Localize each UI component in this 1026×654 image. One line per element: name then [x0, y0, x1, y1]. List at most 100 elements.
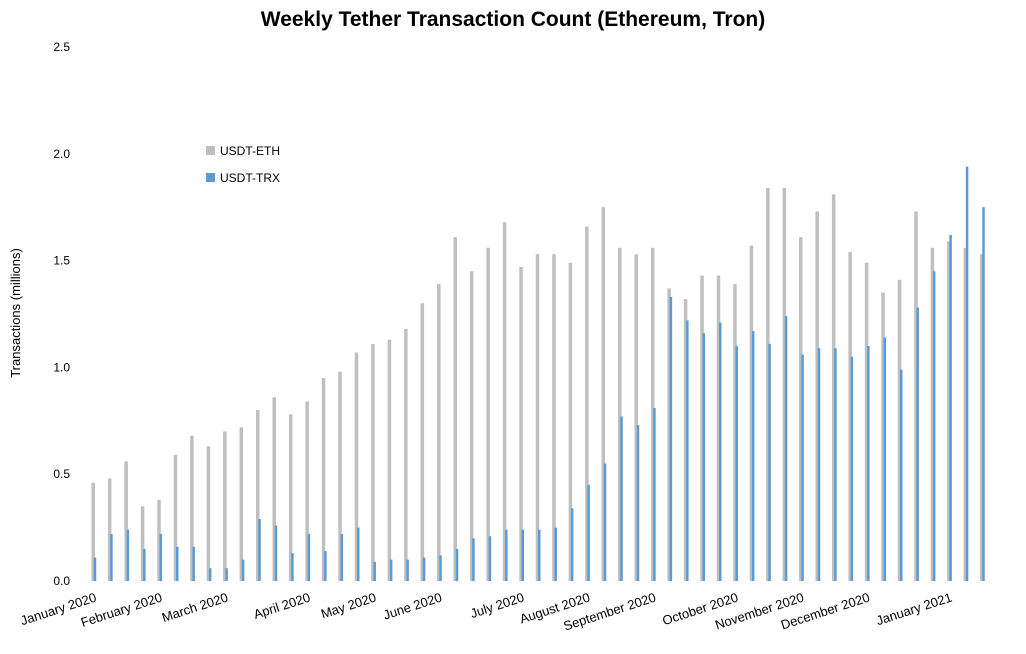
- bar-usdt-eth: [733, 284, 737, 581]
- bar-usdt-trx: [389, 559, 393, 581]
- bar-usdt-eth: [749, 245, 754, 581]
- bar-usdt-eth: [256, 410, 260, 581]
- bar-usdt-trx: [192, 546, 195, 581]
- y-axis: 0.0 0.5 1.0 1.5 2.0 2.5: [53, 40, 70, 588]
- y-tick-label: 2.5: [53, 40, 70, 54]
- y-tick-label: 0.5: [53, 467, 70, 481]
- legend: USDT-ETH USDT-TRX: [206, 144, 280, 185]
- x-tick-label: June 2020: [381, 590, 443, 623]
- bar-usdt-eth: [848, 252, 852, 581]
- bar-usdt-eth: [190, 435, 194, 581]
- bar-usdt-trx: [538, 529, 541, 581]
- bar-usdt-trx: [653, 407, 656, 581]
- bar-usdt-eth: [453, 237, 457, 581]
- bar-usdt-trx: [982, 207, 985, 581]
- bar-usdt-trx: [488, 536, 492, 581]
- bar-usdt-trx: [291, 553, 294, 581]
- bar-usdt-trx: [735, 346, 738, 581]
- bar-usdt-eth: [387, 339, 392, 581]
- bar-usdt-eth: [963, 247, 968, 581]
- bar-usdt-trx: [307, 534, 311, 581]
- bar-usdt-trx: [587, 484, 590, 581]
- bar-usdt-eth: [173, 454, 178, 581]
- legend-label-usdt-eth: USDT-ETH: [220, 144, 280, 158]
- bar-usdt-trx: [126, 529, 130, 581]
- bar-usdt-eth: [766, 187, 770, 582]
- bar-usdt-eth: [568, 262, 573, 581]
- bar-usdt-eth: [223, 431, 227, 581]
- bar-usdt-eth: [140, 506, 145, 581]
- bar-usdt-eth: [831, 194, 836, 581]
- bar-usdt-eth: [288, 414, 293, 581]
- bar-usdt-trx: [768, 343, 771, 581]
- legend-swatch-usdt-eth: [206, 146, 215, 155]
- bar-usdt-eth: [338, 371, 342, 581]
- bar-usdt-eth: [404, 328, 408, 581]
- bar-usdt-trx: [554, 527, 557, 581]
- bar-usdt-trx: [455, 548, 459, 581]
- bar-usdt-trx: [406, 559, 409, 581]
- bar-usdt-trx: [784, 316, 788, 581]
- y-axis-label: Transactions (millions): [8, 248, 23, 378]
- bar-usdt-trx: [258, 519, 261, 581]
- bar-usdt-eth: [634, 254, 638, 581]
- chart-title: Weekly Tether Transaction Count (Ethereu…: [260, 8, 766, 31]
- bar-usdt-eth: [618, 247, 622, 581]
- bar-usdt-eth: [947, 241, 951, 581]
- bar-usdt-eth: [502, 222, 507, 581]
- bar-usdt-eth: [469, 271, 474, 581]
- bar-usdt-eth: [124, 461, 128, 581]
- bar-usdt-trx: [916, 307, 919, 581]
- bar-usdt-trx: [324, 551, 327, 581]
- bar-usdt-trx: [340, 534, 344, 581]
- bar-usdt-eth: [486, 247, 490, 581]
- bar-usdt-trx: [439, 555, 442, 581]
- bar-usdt-eth: [815, 211, 819, 581]
- bar-usdt-eth: [321, 378, 326, 581]
- bar-usdt-eth: [601, 207, 606, 581]
- bar-usdt-trx: [949, 234, 952, 581]
- bar-usdt-trx: [669, 296, 673, 581]
- bar-usdt-trx: [751, 331, 755, 581]
- x-tick-label: May 2020: [319, 590, 378, 622]
- bar-usdt-trx: [505, 529, 508, 581]
- bar-usdt-trx: [834, 348, 837, 581]
- bar-usdt-eth: [585, 226, 589, 582]
- y-tick-label: 0.0: [53, 574, 70, 588]
- bar-usdt-eth: [782, 187, 787, 582]
- bar-usdt-eth: [371, 343, 375, 581]
- bar-usdt-eth: [157, 499, 161, 581]
- bar-usdt-eth: [272, 397, 276, 581]
- bar-usdt-trx: [603, 463, 607, 581]
- bar-usdt-eth: [716, 275, 721, 581]
- bar-usdt-eth: [980, 254, 984, 581]
- bar-usdt-trx: [965, 166, 969, 581]
- bar-usdt-trx: [719, 322, 722, 581]
- bar-usdt-eth: [914, 211, 918, 581]
- bar-usdt-trx: [110, 534, 113, 581]
- bar-usdt-trx: [472, 538, 475, 581]
- x-tick-label: March 2020: [160, 590, 230, 625]
- bar-usdt-trx: [686, 320, 689, 581]
- legend-swatch-usdt-trx: [206, 173, 215, 182]
- bar-usdt-trx: [883, 337, 887, 581]
- bar-usdt-trx: [801, 354, 804, 581]
- bar-usdt-eth: [881, 292, 885, 581]
- y-tick-label: 2.0: [53, 147, 70, 161]
- bar-usdt-eth: [305, 401, 309, 581]
- bar-usdt-trx: [225, 568, 228, 581]
- bar-usdt-trx: [900, 369, 903, 581]
- bar-usdt-trx: [570, 508, 574, 581]
- bar-usdt-trx: [932, 271, 936, 581]
- bar-usdt-eth: [667, 288, 671, 581]
- bar-usdt-eth: [650, 247, 655, 581]
- bar-usdt-eth: [552, 254, 556, 581]
- bar-usdt-eth: [683, 299, 688, 581]
- bar-usdt-eth: [700, 275, 704, 581]
- bar-usdt-trx: [176, 546, 179, 581]
- bar-usdt-eth: [239, 427, 244, 581]
- bar-usdt-eth: [107, 478, 112, 581]
- bars: [91, 166, 985, 582]
- bar-usdt-trx: [620, 416, 623, 581]
